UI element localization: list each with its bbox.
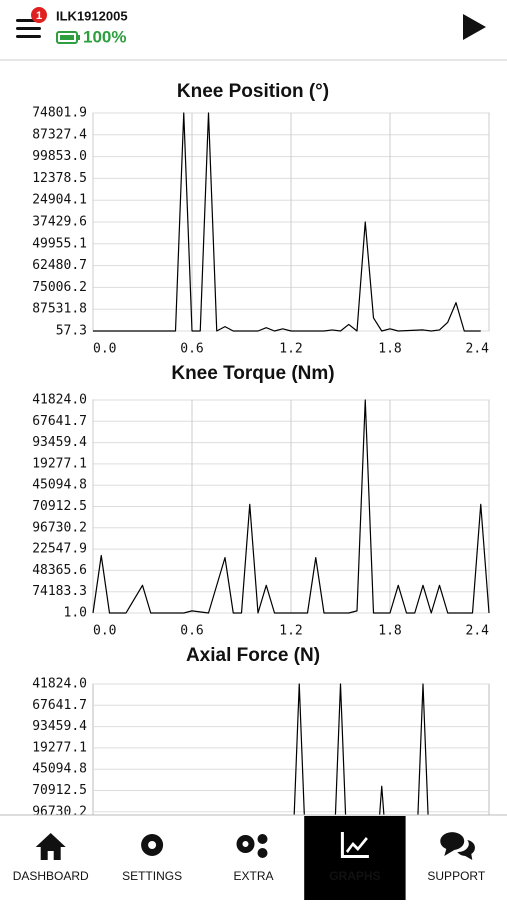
nav-icon [236,834,268,858]
nav-icon [35,833,66,860]
x-tick-label: 0.0 [93,342,116,357]
data-line [93,112,481,332]
data-line [92,399,490,614]
y-tick-label: 41824.0 [32,677,87,692]
nav-label: SETTINGS [122,869,182,883]
y-tick-label: 45094.8 [32,478,87,493]
chart-title: Knee Torque (Nm) [171,363,334,384]
nav-background [0,815,507,900]
battery-tip [78,35,80,40]
y-tick-label: 99853.0 [32,149,87,164]
nav-icon [440,832,476,860]
battery-percent: 100% [83,27,126,46]
y-tick-label: 74183.3 [32,584,87,599]
menu-button[interactable]: 1 [16,7,47,38]
y-tick-label: 74801.9 [32,106,87,121]
nav-item[interactable]: SUPPORT [427,832,486,883]
menu-bar [16,27,41,30]
y-tick-label: 67641.7 [32,698,87,713]
y-tick-label: 93459.4 [32,435,87,450]
nav-icon [141,834,164,856]
y-tick-label: 41824.0 [32,393,87,408]
y-tick-label: 93459.4 [32,719,87,734]
y-tick-label: 1.0 [64,606,87,621]
chart: Knee Position (°) 74801.9 87327.4 99853.0 12… [32,81,490,357]
x-tick-label: 0.6 [180,624,203,639]
y-tick-label: 12378.5 [32,171,87,186]
chart: Knee Torque (Nm) 41824.0 67641.7 93459.4 192… [32,363,490,639]
x-tick-label: 0.6 [180,342,203,357]
x-tick-label: 2.4 [466,624,490,639]
header: 1 ILK1912005 100% [0,7,507,61]
x-tick-label: 1.8 [378,624,401,639]
bottom-nav: DASHBOARD SETTINGS EXTRA GRAPHS SUPPORT [0,814,507,900]
y-tick-label: 70912.5 [32,783,87,798]
chart-title: Knee Position (°) [177,81,329,102]
y-tick-label: 75006.2 [32,280,87,295]
battery-icon [56,31,80,44]
x-tick-label: 2.4 [466,342,490,357]
y-tick-label: 22547.9 [32,542,87,557]
nav-label: SUPPORT [427,869,485,883]
x-tick-label: 1.2 [279,624,302,639]
y-tick-label: 24904.1 [32,193,87,208]
badge-count: 1 [36,10,42,22]
nav-item[interactable]: DASHBOARD [13,833,89,883]
charts: Knee Position (°) 74801.9 87327.4 99853.0 12… [32,81,490,898]
y-tick-label: 70912.5 [32,499,87,514]
y-tick-label: 87531.8 [32,302,87,317]
y-tick-label: 67641.7 [32,414,87,429]
nav-item[interactable]: GRAPHS [304,816,406,900]
y-tick-label: 49955.1 [32,236,87,251]
nav-item[interactable]: SETTINGS [122,834,182,883]
y-tick-label: 45094.8 [32,762,87,777]
y-tick-label: 87327.4 [32,127,87,142]
x-tick-label: 1.8 [378,342,401,357]
y-tick-label: 19277.1 [32,456,87,471]
nav-label: EXTRA [233,869,273,883]
y-tick-label: 37429.6 [32,215,87,230]
menu-bar [16,35,41,38]
y-tick-label: 19277.1 [32,740,87,755]
device-id: ILK1912005 [56,8,128,23]
x-tick-label: 0.0 [93,624,116,639]
nav-item[interactable]: EXTRA [233,834,274,883]
chart-title: Axial Force (N) [186,645,320,666]
y-tick-label: 57.3 [56,324,87,339]
nav-label: DASHBOARD [13,869,89,883]
y-tick-label: 48365.6 [32,563,87,578]
battery-body [56,31,78,44]
y-tick-label: 96730.2 [32,520,87,535]
play-button[interactable] [463,14,486,40]
nav-icon [340,832,369,858]
badge [31,7,47,23]
nav-label: GRAPHS [329,869,380,883]
x-tick-label: 1.2 [279,342,302,357]
battery-level [60,35,74,40]
y-tick-label: 62480.7 [32,258,87,273]
